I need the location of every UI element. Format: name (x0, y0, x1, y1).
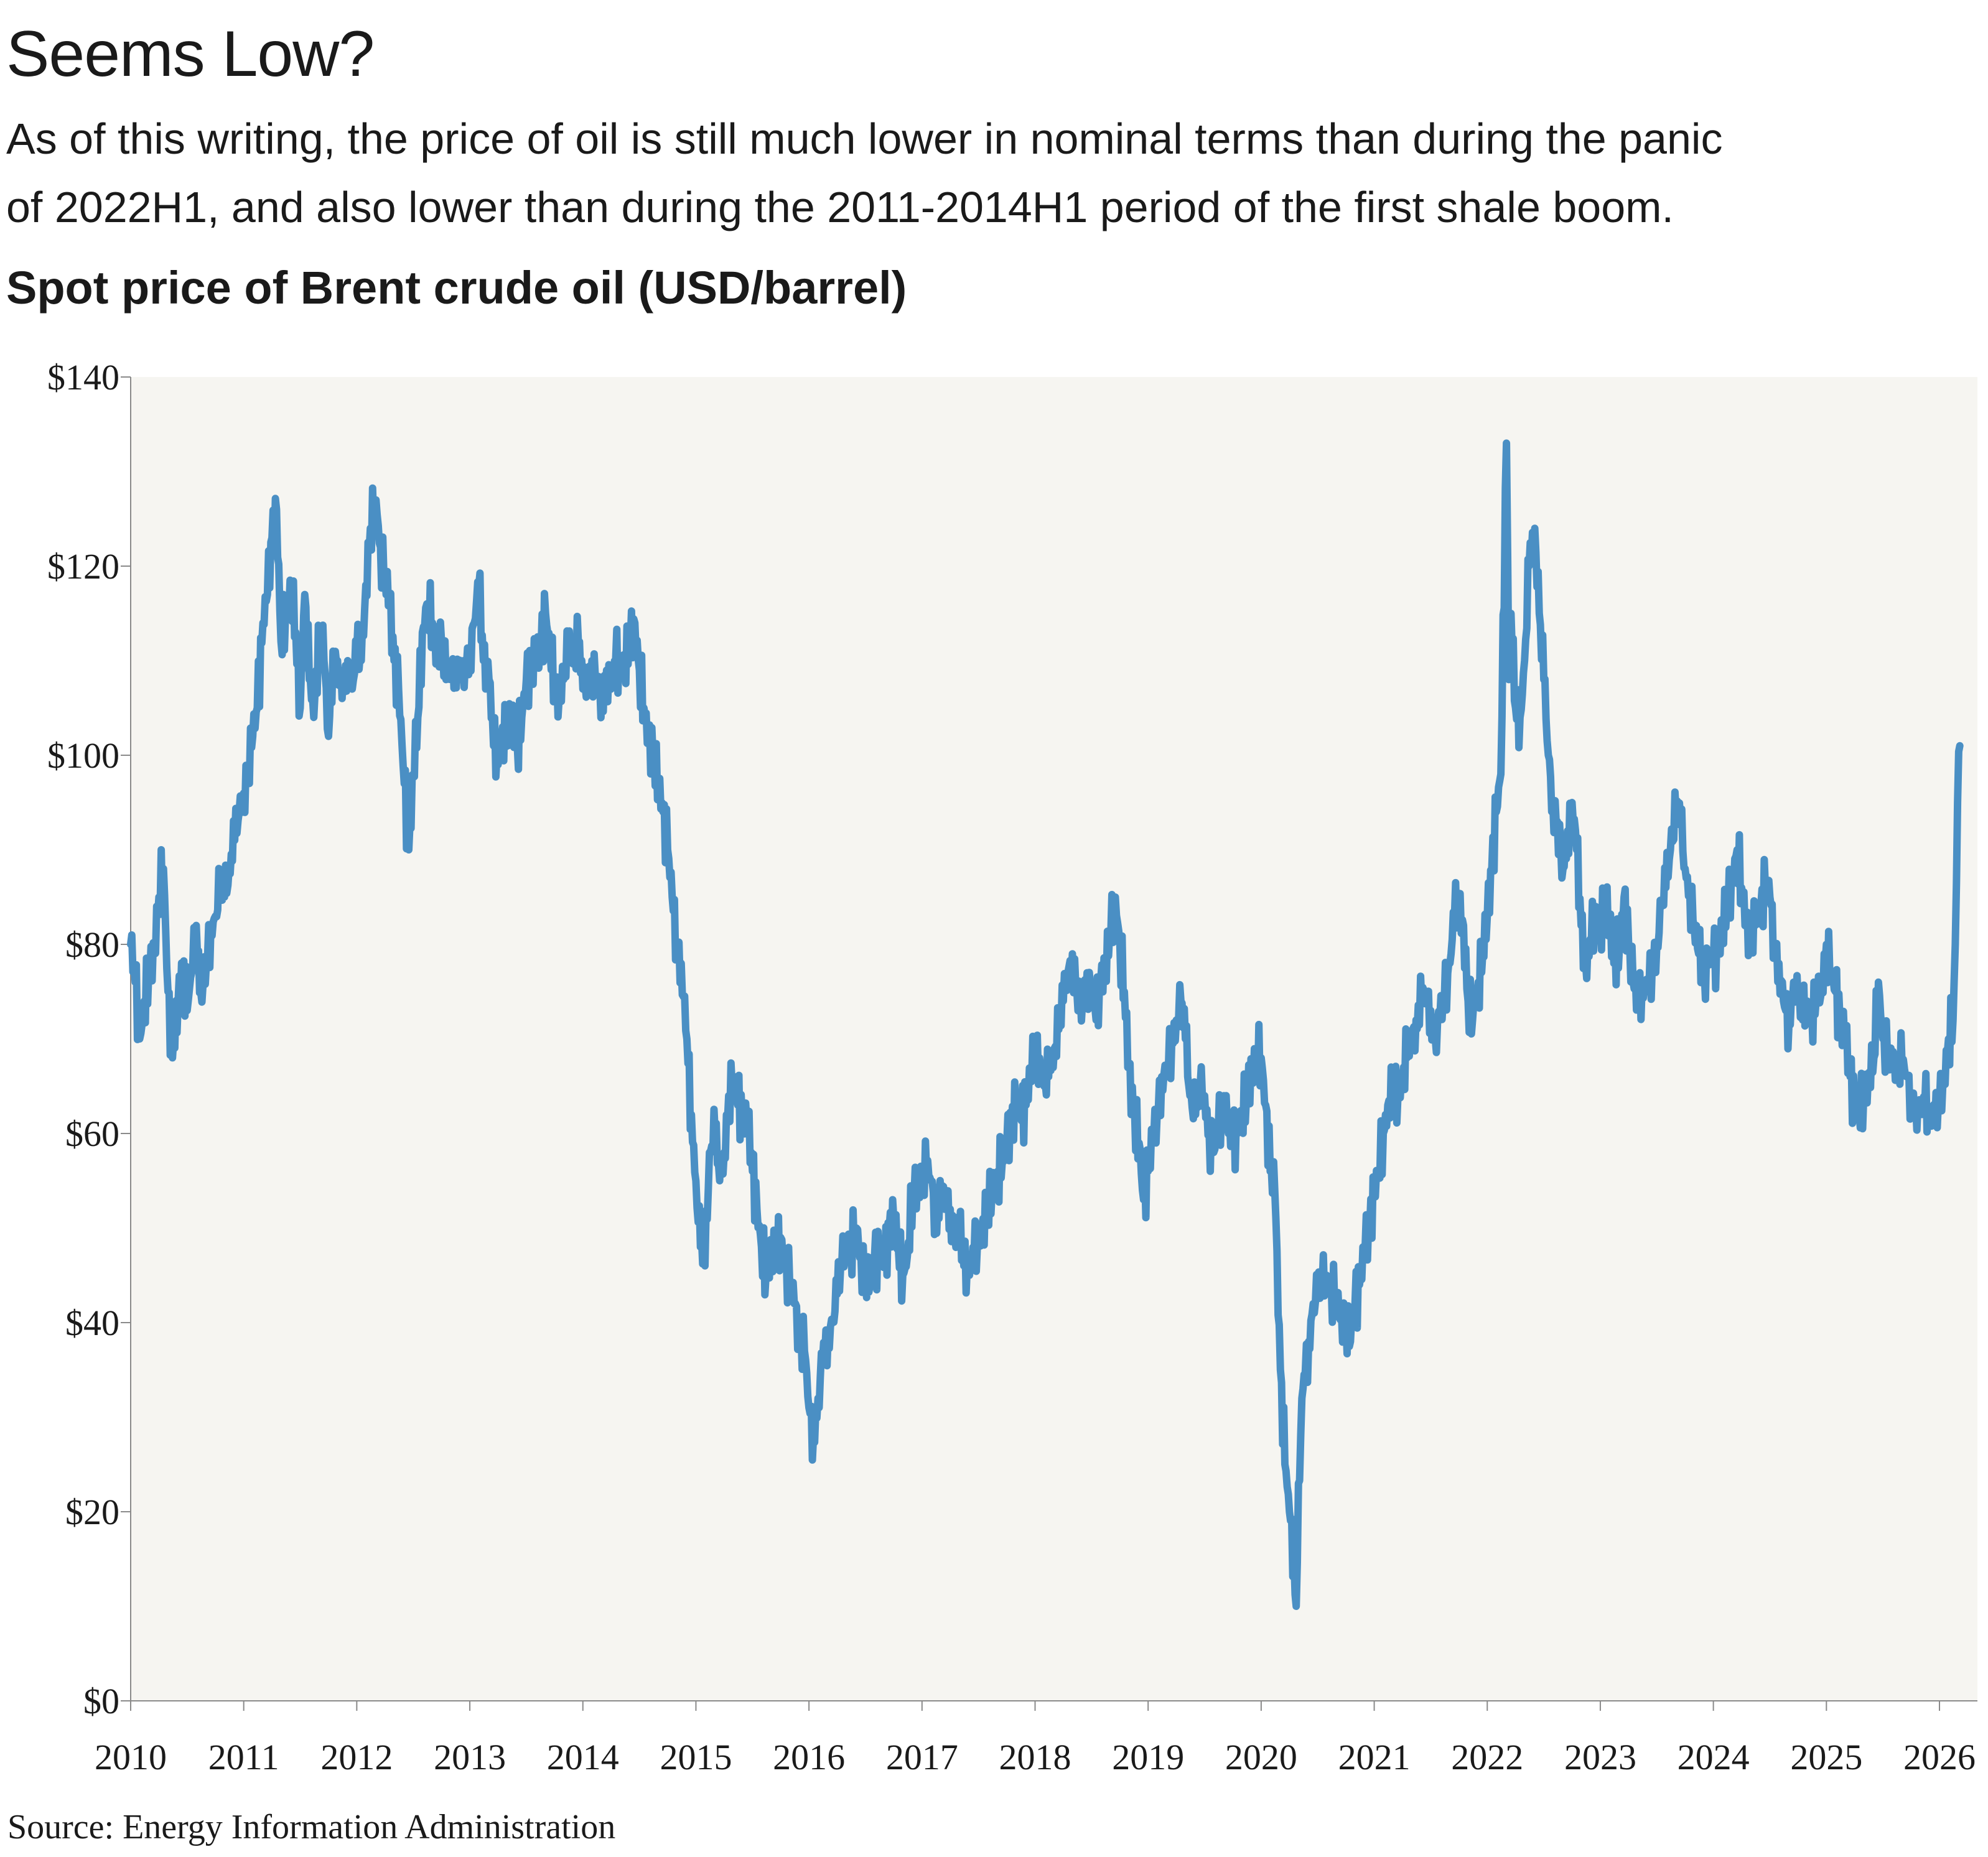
y-tick-label: $80 (65, 924, 119, 965)
y-tick-label: $140 (47, 357, 119, 398)
x-tick-label: 2023 (1564, 1737, 1636, 1777)
y-tick-label: $100 (47, 735, 119, 776)
page-title: Seems Low? (6, 18, 375, 90)
x-tick-label: 2011 (208, 1737, 279, 1777)
x-tick-label: 2010 (95, 1737, 167, 1777)
chart-title: Spot price of Brent crude oil (USD/barre… (6, 262, 907, 314)
x-tick-label: 2014 (547, 1737, 619, 1777)
x-tick-label: 2012 (320, 1737, 393, 1777)
x-tick-label: 2018 (999, 1737, 1071, 1777)
y-tick-label: $120 (47, 546, 119, 587)
y-tick-label: $60 (65, 1114, 119, 1154)
x-tick-label: 2015 (660, 1737, 732, 1777)
subtitle-line-2: of 2022H1, and also lower than during th… (6, 183, 1674, 231)
x-tick-label: 2017 (886, 1737, 958, 1777)
y-tick-label: $0 (83, 1681, 119, 1721)
x-tick-label: 2026 (1903, 1737, 1976, 1777)
x-tick-label: 2021 (1338, 1737, 1411, 1777)
x-axis: 2010 2011 2012 2013 2014 2015 2016 2017 2018 2019… (95, 1700, 1977, 1777)
x-tick-label: 2020 (1225, 1737, 1297, 1777)
y-tick-label: $40 (65, 1303, 119, 1343)
x-tick-label: 2016 (773, 1737, 845, 1777)
subtitle-line-1: As of this writing, the price of oil is … (6, 114, 1723, 163)
y-tick-label: $20 (65, 1492, 119, 1532)
x-tick-label: 2025 (1790, 1737, 1862, 1777)
x-tick-label: 2019 (1112, 1737, 1184, 1777)
x-tick-label: 2024 (1678, 1737, 1750, 1777)
series-line-brent (127, 439, 1964, 1610)
y-axis: $0 $20 $40 $60 $80 $100 $120 $140 (47, 357, 131, 1721)
x-tick-label: 2013 (434, 1737, 506, 1777)
x-tick-label: 2022 (1451, 1737, 1523, 1777)
source-note: Source: Energy Information Administratio… (7, 1808, 616, 1846)
